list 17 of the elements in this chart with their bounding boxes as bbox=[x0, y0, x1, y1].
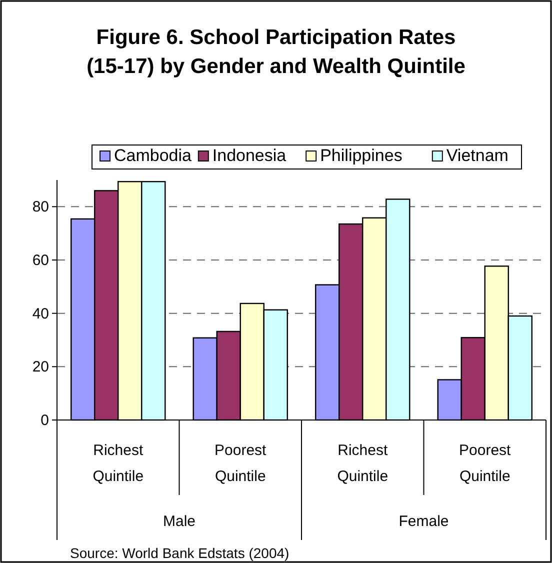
y-tick-label: 20 bbox=[32, 358, 49, 376]
text: Female bbox=[398, 513, 449, 530]
legend-label: Philippines bbox=[320, 146, 402, 165]
chart-title: Figure 6. School Participation Rates (15-17) by Gender and Wealth Quintile bbox=[86, 26, 466, 78]
y-tick-label: 80 bbox=[32, 198, 49, 216]
text: Male bbox=[162, 513, 196, 530]
legend-label: Cambodia bbox=[114, 146, 192, 165]
x-tick-label: Poorest Quintile bbox=[214, 442, 268, 485]
y-tick-label: 40 bbox=[32, 305, 49, 322]
y-tick-label: 60 bbox=[32, 252, 49, 269]
x-tick-label: Poorest Quintile bbox=[459, 442, 512, 485]
source-note: Source: World Bank Edstats (2004) bbox=[70, 545, 290, 561]
legend-label: Indonesia bbox=[212, 146, 287, 165]
x-tick-label: Richest Quintile bbox=[337, 442, 388, 485]
y-tick-label: 0 bbox=[40, 412, 49, 429]
x-tick-label: Richest Quintile bbox=[92, 442, 144, 485]
legend-label: Vietnam bbox=[446, 146, 508, 165]
